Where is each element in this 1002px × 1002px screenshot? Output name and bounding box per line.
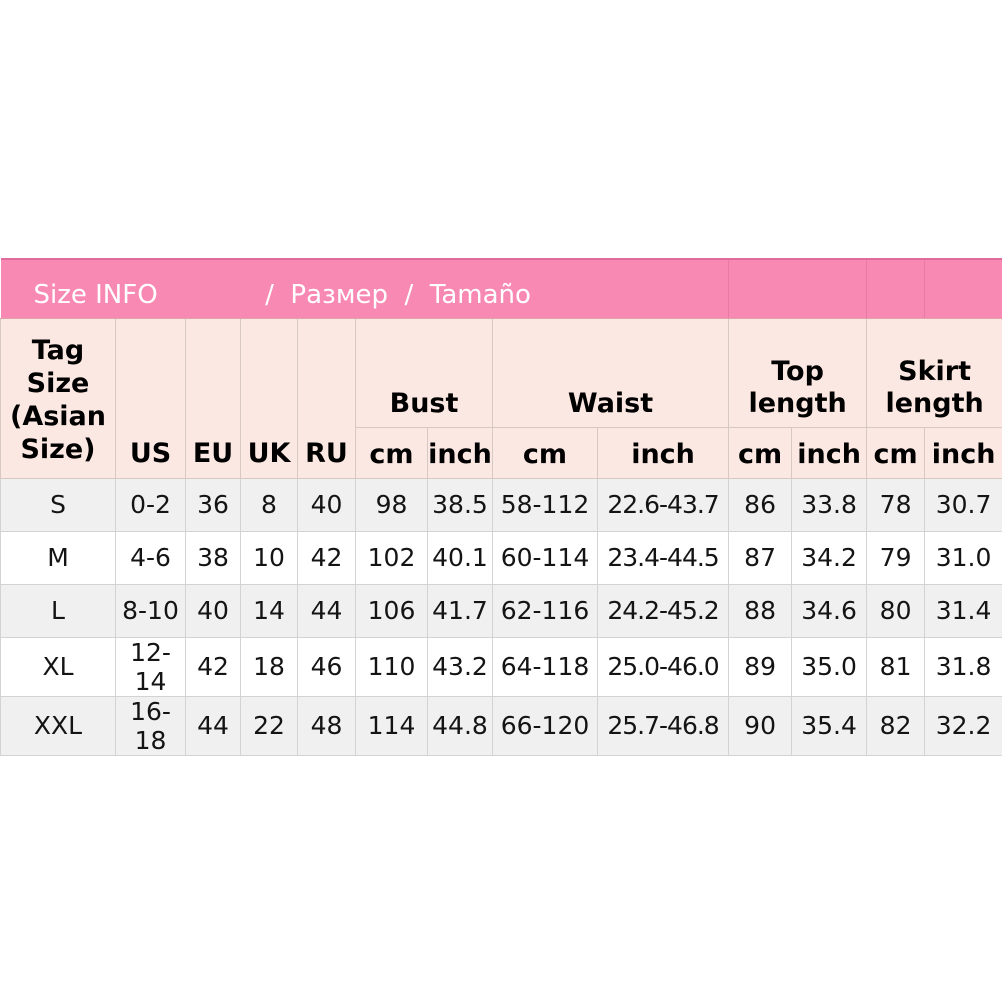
- data-cell: 4-6: [115, 530, 186, 585]
- data-cell: 22.6-43.7: [596, 477, 730, 532]
- banner-row: Size INFO / Размер / Tamaño: [0, 258, 1002, 319]
- data-cell: 88: [728, 583, 793, 638]
- data-cell: 42: [185, 636, 241, 697]
- data-cell: 46: [297, 636, 356, 697]
- data-cell: 35.4: [791, 695, 868, 756]
- data-cell: 25.0-46.0: [596, 636, 730, 697]
- data-cell: 34.2: [791, 530, 868, 585]
- data-cell: 38: [185, 530, 241, 585]
- banner-spacer-cell: [924, 258, 1002, 319]
- data-cell: 78: [866, 477, 926, 532]
- unit-waist-inch: inch: [596, 426, 730, 479]
- data-cell: 22: [240, 695, 298, 756]
- row-tag-cell: M: [0, 530, 116, 585]
- data-cell: 89: [728, 636, 793, 697]
- data-cell: 25.7-46.8: [596, 695, 730, 756]
- data-cell: 60-114: [492, 530, 598, 585]
- data-cell: 43.2: [427, 636, 493, 697]
- data-cell: 44.8: [427, 695, 493, 756]
- data-cell: 34.6: [791, 583, 868, 638]
- header-us: US: [115, 317, 186, 479]
- data-cell: 44: [297, 583, 356, 638]
- data-cell: 8: [240, 477, 298, 532]
- header-uk: UK: [240, 317, 298, 479]
- data-cell: 31.0: [924, 530, 1002, 585]
- banner-title: Size INFO / Размер / Tamaño: [0, 258, 729, 319]
- data-cell: 114: [355, 695, 428, 756]
- header-eu: EU: [185, 317, 241, 479]
- data-cell: 35.0: [791, 636, 868, 697]
- data-cell: 82: [866, 695, 926, 756]
- table-row-m: M 4-6 38 10 42 102 40.1 60-114 23.4-44.5…: [0, 530, 1002, 585]
- data-cell: 110: [355, 636, 428, 697]
- unit-skirt-inch: inch: [924, 426, 1002, 479]
- unit-top-cm: cm: [728, 426, 793, 479]
- header-tag-size: Tag Size (Asian Size): [0, 317, 116, 479]
- data-cell: 98: [355, 477, 428, 532]
- size-chart-table: Size INFO / Размер / Tamaño Tag Size (As…: [0, 258, 1002, 756]
- data-cell: 31.8: [924, 636, 1002, 697]
- data-cell: 31.4: [924, 583, 1002, 638]
- data-cell: 81: [866, 636, 926, 697]
- unit-bust-cm: cm: [355, 426, 428, 479]
- data-cell: 86: [728, 477, 793, 532]
- data-cell: 18: [240, 636, 298, 697]
- table-row-l: L 8-10 40 14 44 106 41.7 62-116 24.2-45.…: [0, 583, 1002, 638]
- data-cell: 40: [297, 477, 356, 532]
- header-top-length: Top length: [728, 317, 868, 428]
- data-cell: 62-116: [492, 583, 598, 638]
- data-cell: 66-120: [492, 695, 598, 756]
- row-tag-cell: L: [0, 583, 116, 638]
- unit-waist-cm: cm: [492, 426, 598, 479]
- data-cell: 41.7: [427, 583, 493, 638]
- unit-bust-inch: inch: [427, 426, 493, 479]
- data-cell: 58-112: [492, 477, 598, 532]
- data-cell: 10: [240, 530, 298, 585]
- header-ru: RU: [297, 317, 356, 479]
- unit-header-row: cm inch cm inch cm inch cm inch: [1, 426, 1002, 479]
- banner-spacer-cell: [728, 258, 867, 319]
- data-cell: 102: [355, 530, 428, 585]
- data-cell: 24.2-45.2: [596, 583, 730, 638]
- group-header-row: Tag Size (Asian Size) US EU UK RU Bust W…: [0, 317, 1002, 479]
- row-tag-cell: XL: [0, 636, 116, 697]
- table-row-xl: XL 12-14 42 18 46 110 43.2 64-118 25.0-4…: [0, 636, 1002, 697]
- data-cell: 40: [185, 583, 241, 638]
- data-cell: 90: [728, 695, 793, 756]
- data-cell: 32.2: [924, 695, 1002, 756]
- banner-spacer-cell: [866, 258, 925, 319]
- data-cell: 30.7: [924, 477, 1002, 532]
- data-cell: 12-14: [115, 636, 186, 697]
- data-cell: 16-18: [115, 695, 186, 756]
- row-tag-cell: S: [0, 477, 116, 532]
- data-cell: 44: [185, 695, 241, 756]
- unit-top-inch: inch: [791, 426, 868, 479]
- table-row-xxl: XXL 16-18 44 22 48 114 44.8 66-120 25.7-…: [0, 695, 1002, 756]
- data-cell: 0-2: [115, 477, 186, 532]
- data-cell: 79: [866, 530, 926, 585]
- data-cell: 80: [866, 583, 926, 638]
- header-skirt-length: Skirt length: [866, 317, 1002, 428]
- data-cell: 8-10: [115, 583, 186, 638]
- data-cell: 38.5: [427, 477, 493, 532]
- data-cell: 23.4-44.5: [596, 530, 730, 585]
- data-cell: 64-118: [492, 636, 598, 697]
- table-row-s: S 0-2 36 8 40 98 38.5 58-112 22.6-43.7 8…: [0, 477, 1002, 532]
- data-cell: 87: [728, 530, 793, 585]
- data-cell: 48: [297, 695, 356, 756]
- data-cell: 40.1: [427, 530, 493, 585]
- data-cell: 36: [185, 477, 241, 532]
- data-cell: 33.8: [791, 477, 868, 532]
- unit-skirt-cm: cm: [866, 426, 926, 479]
- header-waist: Waist: [491, 317, 730, 428]
- data-cell: 14: [240, 583, 298, 638]
- data-cell: 42: [297, 530, 356, 585]
- row-tag-cell: XXL: [0, 695, 116, 756]
- header-bust: Bust: [355, 317, 493, 428]
- data-cell: 106: [355, 583, 428, 638]
